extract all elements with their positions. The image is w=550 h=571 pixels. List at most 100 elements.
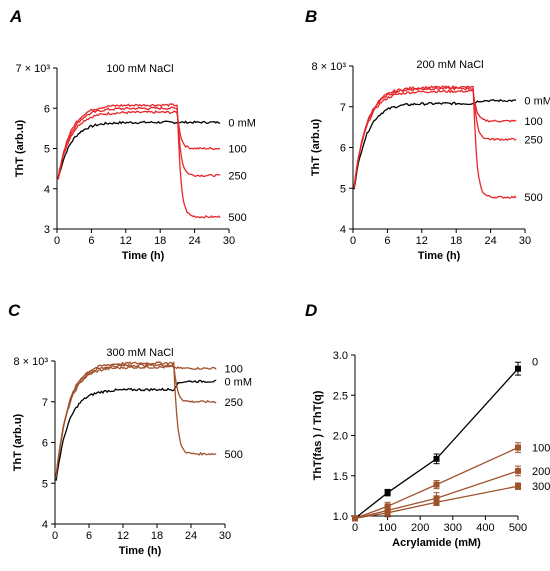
- series-label: 500: [524, 192, 542, 204]
- y-tick-label: 6: [340, 143, 346, 155]
- fit-line: [354, 368, 519, 519]
- trace-0-mm: [57, 120, 221, 180]
- x-tick-label: 6: [88, 235, 94, 247]
- series-label: 500: [225, 449, 243, 461]
- y-tick-label: 7: [42, 397, 48, 409]
- y-tick-label: 2.0: [333, 431, 348, 443]
- x-tick-label: 12: [120, 235, 132, 247]
- series-label: 300: [532, 481, 550, 493]
- y-tick-label: 1.5: [333, 471, 348, 483]
- data-point: [433, 495, 440, 502]
- x-tick-label: 12: [416, 235, 428, 247]
- data-point: [515, 483, 521, 490]
- series-label: 0 mM: [524, 96, 550, 108]
- x-tick-label: 24: [185, 530, 197, 542]
- y-tick-label: 5: [42, 478, 48, 490]
- series-label: 100: [524, 116, 542, 128]
- x-tick-label: 30: [519, 235, 531, 247]
- series-label: 100: [228, 144, 246, 156]
- y-tick-label: 2.5: [333, 390, 348, 402]
- y-top-tick-label: 8 × 10³: [311, 61, 346, 73]
- data-point: [352, 515, 358, 522]
- x-tick-label: 0: [350, 235, 356, 247]
- fit-line: [354, 470, 519, 520]
- trace-0-mm: [55, 379, 217, 481]
- data-point: [384, 509, 391, 516]
- x-tick-label: 0: [54, 235, 60, 247]
- trace-250: [57, 106, 221, 179]
- y-top-tick-label: 8 × 10³: [13, 356, 48, 368]
- panel-letter: C: [8, 301, 21, 320]
- y-tick-label: 4: [340, 224, 346, 236]
- x-tick-label: 100: [378, 522, 396, 534]
- y-axis-title: ThT (arb.u): [310, 118, 322, 176]
- panel-letter: D: [305, 301, 317, 320]
- trace-0-mm: [353, 98, 517, 190]
- x-tick-label: 0: [352, 522, 358, 534]
- x-tick-label: 500: [509, 522, 527, 534]
- x-tick-label: 6: [86, 530, 92, 542]
- trace-250: [55, 362, 217, 476]
- y-axis-title: ThT (arb.u): [14, 119, 26, 177]
- series-label: 100: [532, 443, 550, 455]
- series-label: 500: [228, 212, 246, 224]
- trace-100: [57, 110, 221, 180]
- data-point: [433, 481, 440, 488]
- x-tick-label: 30: [223, 235, 235, 247]
- data-point: [515, 467, 521, 474]
- panel-title: 200 mM NaCl: [416, 59, 483, 71]
- panel-title: 300 mM NaCl: [106, 347, 173, 359]
- y-axis-title: ThT(fas ) / ThT(q): [312, 390, 324, 480]
- data-point: [384, 489, 391, 496]
- series-label: 250: [524, 134, 542, 146]
- fit-line: [354, 447, 519, 520]
- fit-line: [354, 485, 519, 520]
- data-point: [515, 444, 521, 451]
- x-tick-label: 400: [476, 522, 494, 534]
- y-tick-label: 7: [340, 102, 346, 114]
- series-label: 250: [228, 170, 246, 182]
- x-tick-label: 18: [154, 235, 166, 247]
- y-tick-label: 6: [44, 103, 50, 115]
- trace-500: [55, 360, 217, 478]
- y-tick-label: 5: [340, 183, 346, 195]
- series-label: 200: [532, 466, 550, 478]
- x-tick-label: 12: [117, 530, 129, 542]
- y-top-tick-label: 7 × 10³: [15, 63, 50, 75]
- trace-100: [353, 89, 517, 188]
- y-tick-label: 4: [42, 519, 48, 531]
- series-label: 250: [225, 397, 243, 409]
- y-tick-label: 3.0: [333, 350, 348, 362]
- panel-letter: B: [305, 7, 317, 26]
- y-tick-label: 6: [42, 438, 48, 450]
- data-point: [433, 499, 440, 506]
- y-tick-label: 4: [44, 184, 50, 196]
- x-tick-label: 6: [384, 235, 390, 247]
- panel-letter: A: [9, 7, 22, 26]
- series-label: 0 mM: [225, 376, 253, 388]
- series-label: 100: [225, 363, 243, 375]
- x-tick-label: 18: [450, 235, 462, 247]
- x-axis-title: Time (h): [119, 545, 162, 557]
- x-tick-label: 200: [411, 522, 429, 534]
- trace-100: [55, 365, 217, 478]
- y-tick-label: 1.0: [333, 511, 348, 523]
- y-axis-title: ThT (arb.u): [12, 413, 24, 471]
- y-tick-label: 5: [44, 144, 50, 156]
- x-tick-label: 18: [151, 530, 163, 542]
- x-axis-title: Acrylamide (mM): [392, 537, 481, 549]
- trace-500: [353, 85, 517, 199]
- panel-title: 100 mM NaCl: [106, 63, 173, 75]
- series-label: 0 mM: [228, 117, 256, 129]
- data-point: [515, 365, 521, 372]
- trace-500: [57, 103, 221, 219]
- data-point: [433, 455, 440, 462]
- x-tick-label: 30: [219, 530, 231, 542]
- y-tick-label: 3: [44, 224, 50, 236]
- x-axis-title: Time (h): [418, 250, 461, 262]
- x-tick-label: 24: [188, 235, 200, 247]
- series-label: 0: [532, 357, 538, 369]
- x-tick-label: 300: [444, 522, 462, 534]
- x-tick-label: 24: [484, 235, 496, 247]
